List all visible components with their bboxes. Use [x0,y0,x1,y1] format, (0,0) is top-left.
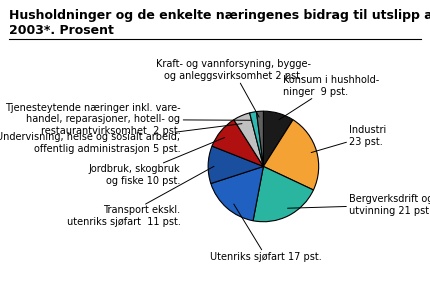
Text: Industri
23 pst.: Industri 23 pst. [311,125,386,152]
Text: Jordbruk, skogbruk
og fiske 10 pst.: Jordbruk, skogbruk og fiske 10 pst. [89,138,224,185]
Wedge shape [253,166,313,222]
Wedge shape [264,111,293,166]
Wedge shape [208,146,264,184]
Text: Husholdninger og de enkelte næringenes bidrag til utslipp av klimagasser.
2003*.: Husholdninger og de enkelte næringenes b… [9,9,430,37]
Text: Undervisning, helse og sosialt arbeid,
offentlig administrasjon 5 pst.: Undervisning, helse og sosialt arbeid, o… [0,124,242,154]
Text: Transport ekskl.
utenriks sjøfart  11 pst.: Transport ekskl. utenriks sjøfart 11 pst… [67,166,214,227]
Text: Tjenesteytende næringer inkl. vare-
handel, reparasjoner, hotell- og
restaurantv: Tjenesteytende næringer inkl. vare- hand… [5,103,252,136]
Wedge shape [212,120,264,166]
Wedge shape [211,166,264,221]
Text: Konsum i hushhold-
ninger  9 pst.: Konsum i hushhold- ninger 9 pst. [279,76,379,120]
Text: Kraft- og vannforsyning, bygge-
og anleggsvirksomhet 2 pst.: Kraft- og vannforsyning, bygge- og anleg… [156,59,310,117]
Wedge shape [250,112,264,166]
Text: Bergverksdrift og
utvinning 21 pst.: Bergverksdrift og utvinning 21 pst. [288,194,430,216]
Wedge shape [256,111,264,166]
Wedge shape [234,113,264,166]
Wedge shape [264,120,319,190]
Text: Utenriks sjøfart 17 pst.: Utenriks sjøfart 17 pst. [210,204,322,262]
